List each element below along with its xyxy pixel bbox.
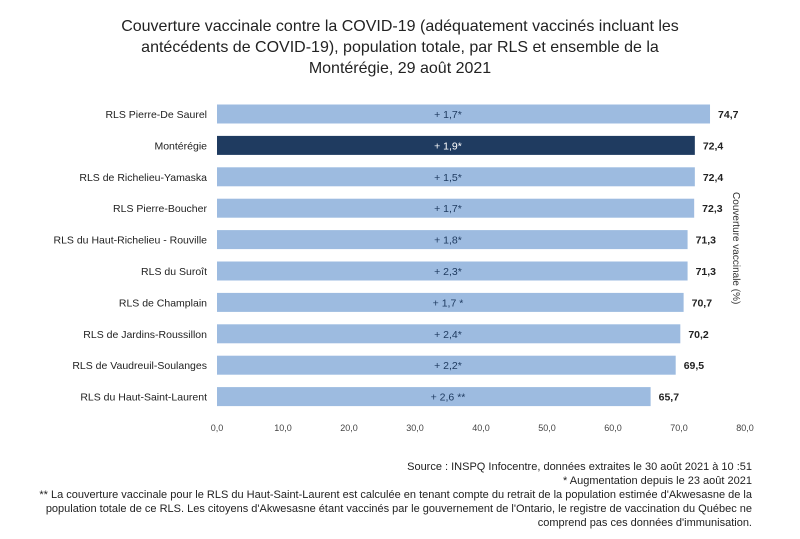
bar-annotation: + 1,9* xyxy=(434,140,462,152)
bar-annotation: + 1,8* xyxy=(434,235,462,247)
bar xyxy=(217,355,676,375)
double-asterisk-footnote: ** La couverture vaccinale pour le RLS d… xyxy=(39,489,752,529)
x-tick-label: 40,0 xyxy=(472,423,490,433)
x-tick-label: 10,0 xyxy=(274,423,292,433)
chart-title-line-2: antécédents de COVID-19), population tot… xyxy=(141,39,659,56)
asterisk-note: * Augmentation depuis le 23 août 2021 xyxy=(563,475,752,487)
bar xyxy=(217,135,695,155)
chart-notes: Source : INSPQ Infocentre, données extra… xyxy=(32,460,752,530)
category-label: RLS du Suroît xyxy=(141,266,207,278)
bar-annotation: + 2,3* xyxy=(434,266,462,278)
chart-title-line-1: Couverture vaccinale contre la COVID-19 … xyxy=(121,18,679,35)
bar xyxy=(217,104,711,124)
value-label: 72,4 xyxy=(703,172,724,184)
category-label: Montérégie xyxy=(154,140,207,152)
bars: RLS Pierre-De Saurel + 1,7* 74,7 Montérégie… xyxy=(54,104,739,407)
value-label: 71,3 xyxy=(696,266,717,278)
bar-annotation: + 2,2* xyxy=(434,360,462,372)
category-label: RLS Pierre-Boucher xyxy=(113,203,207,215)
bar-annotation: + 1,7* xyxy=(434,203,462,215)
bar xyxy=(217,292,684,312)
category-label: RLS du Haut-Richelieu - Rouville xyxy=(54,235,208,247)
category-label: RLS de Champlain xyxy=(119,297,207,309)
source-note: Source : INSPQ Infocentre, données extra… xyxy=(407,461,752,473)
x-tick-label: 20,0 xyxy=(340,423,358,433)
category-label: RLS de Vaudreuil-Soulanges xyxy=(72,360,207,372)
x-tick-label: 70,0 xyxy=(670,423,688,433)
y-axis-label-right: Couverture vaccinale (%) xyxy=(730,192,741,304)
bar xyxy=(217,167,695,187)
bar xyxy=(217,230,688,250)
value-label: 71,3 xyxy=(696,235,717,247)
chart-title-line-3: Montérégie, 29 août 2021 xyxy=(308,60,492,77)
bar-annotation: + 1,5* xyxy=(434,172,462,184)
bar-annotation: + 1,7 * xyxy=(433,297,464,309)
value-label: 70,7 xyxy=(692,297,713,309)
category-label: RLS de Richelieu-Yamaska xyxy=(79,172,207,184)
value-label: 65,7 xyxy=(659,392,680,404)
x-axis: 0,0 10,0 20,0 30,0 40,0 50,0 60,0 70,0 80,0 xyxy=(211,423,754,433)
value-label: 69,5 xyxy=(684,360,705,372)
bar-chart: RLS Pierre-De Saurel + 1,7* 74,7 Montérégie… xyxy=(54,104,754,433)
value-label: 72,3 xyxy=(702,203,723,215)
x-tick-label: 30,0 xyxy=(406,423,424,433)
bar-annotation: + 2,4* xyxy=(434,329,462,341)
x-tick-label: 60,0 xyxy=(604,423,622,433)
x-tick-label: 80,0 xyxy=(736,423,754,433)
bar-annotation: + 1,7* xyxy=(434,109,462,121)
category-label: RLS de Jardins-Roussillon xyxy=(83,329,207,341)
value-label: 74,7 xyxy=(718,109,739,121)
value-label: 70,2 xyxy=(688,329,709,341)
value-label: 72,4 xyxy=(703,140,724,152)
x-tick-label: 50,0 xyxy=(538,423,556,433)
category-label: RLS Pierre-De Saurel xyxy=(105,109,207,121)
bar xyxy=(217,261,688,281)
bar xyxy=(217,198,695,218)
bar xyxy=(217,387,651,407)
x-tick-label: 0,0 xyxy=(211,423,224,433)
bar xyxy=(217,324,681,344)
chart-title: Couverture vaccinale contre la COVID-19 … xyxy=(60,16,740,79)
bar-annotation: + 2,6 ** xyxy=(431,392,466,404)
category-label: RLS du Haut-Saint-Laurent xyxy=(80,392,207,404)
